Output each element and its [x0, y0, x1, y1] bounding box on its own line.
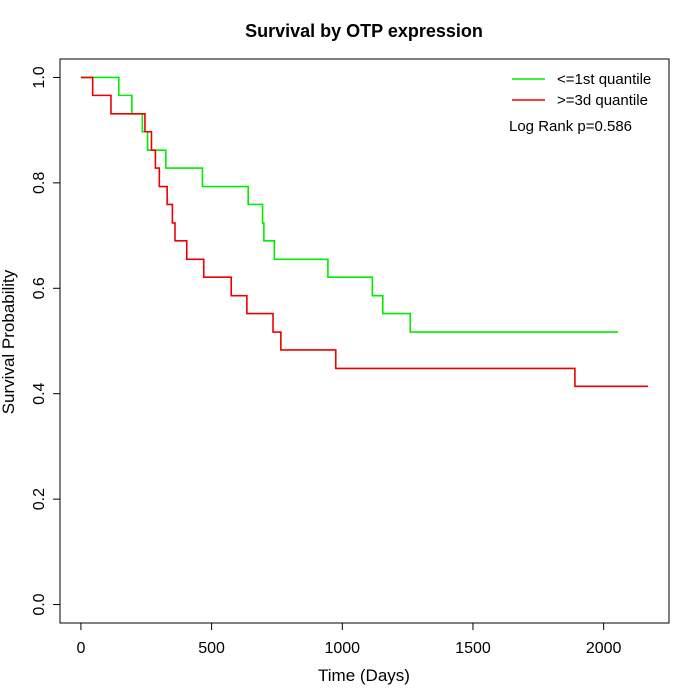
y-tick-label: 0.8: [31, 172, 48, 194]
y-tick-label: 0.4: [31, 382, 48, 404]
x-tick-label: 1000: [324, 640, 360, 657]
log-rank-annotation: Log Rank p=0.586: [509, 118, 632, 135]
y-tick-label: 0.2: [31, 488, 48, 510]
legend-label-high: >=3d quantile: [557, 92, 648, 109]
x-tick-label: 1500: [455, 640, 491, 657]
y-axis-label: Survival Probability: [0, 269, 18, 414]
x-tick-label: 0: [76, 640, 85, 657]
chart-title: Survival by OTP expression: [245, 21, 483, 41]
legend: <=1st quantile >=3d quantile: [512, 71, 651, 109]
x-tick-label: 500: [198, 640, 225, 657]
survival-curve-high: [80, 76, 649, 388]
legend-label-low: <=1st quantile: [557, 71, 651, 88]
y-tick-label: 0.6: [31, 277, 48, 299]
x-tick-label: 2000: [586, 640, 622, 657]
y-tick-label: 0.0: [31, 593, 48, 615]
y-axis: 0.0 0.2 0.4 0.6 0.8 1.0: [31, 66, 61, 616]
series-layer: [80, 76, 649, 388]
y-tick-label: 1.0: [31, 66, 48, 88]
x-axis-label: Time (Days): [318, 666, 410, 685]
x-axis: 0 500 1000 1500 2000: [76, 622, 622, 657]
